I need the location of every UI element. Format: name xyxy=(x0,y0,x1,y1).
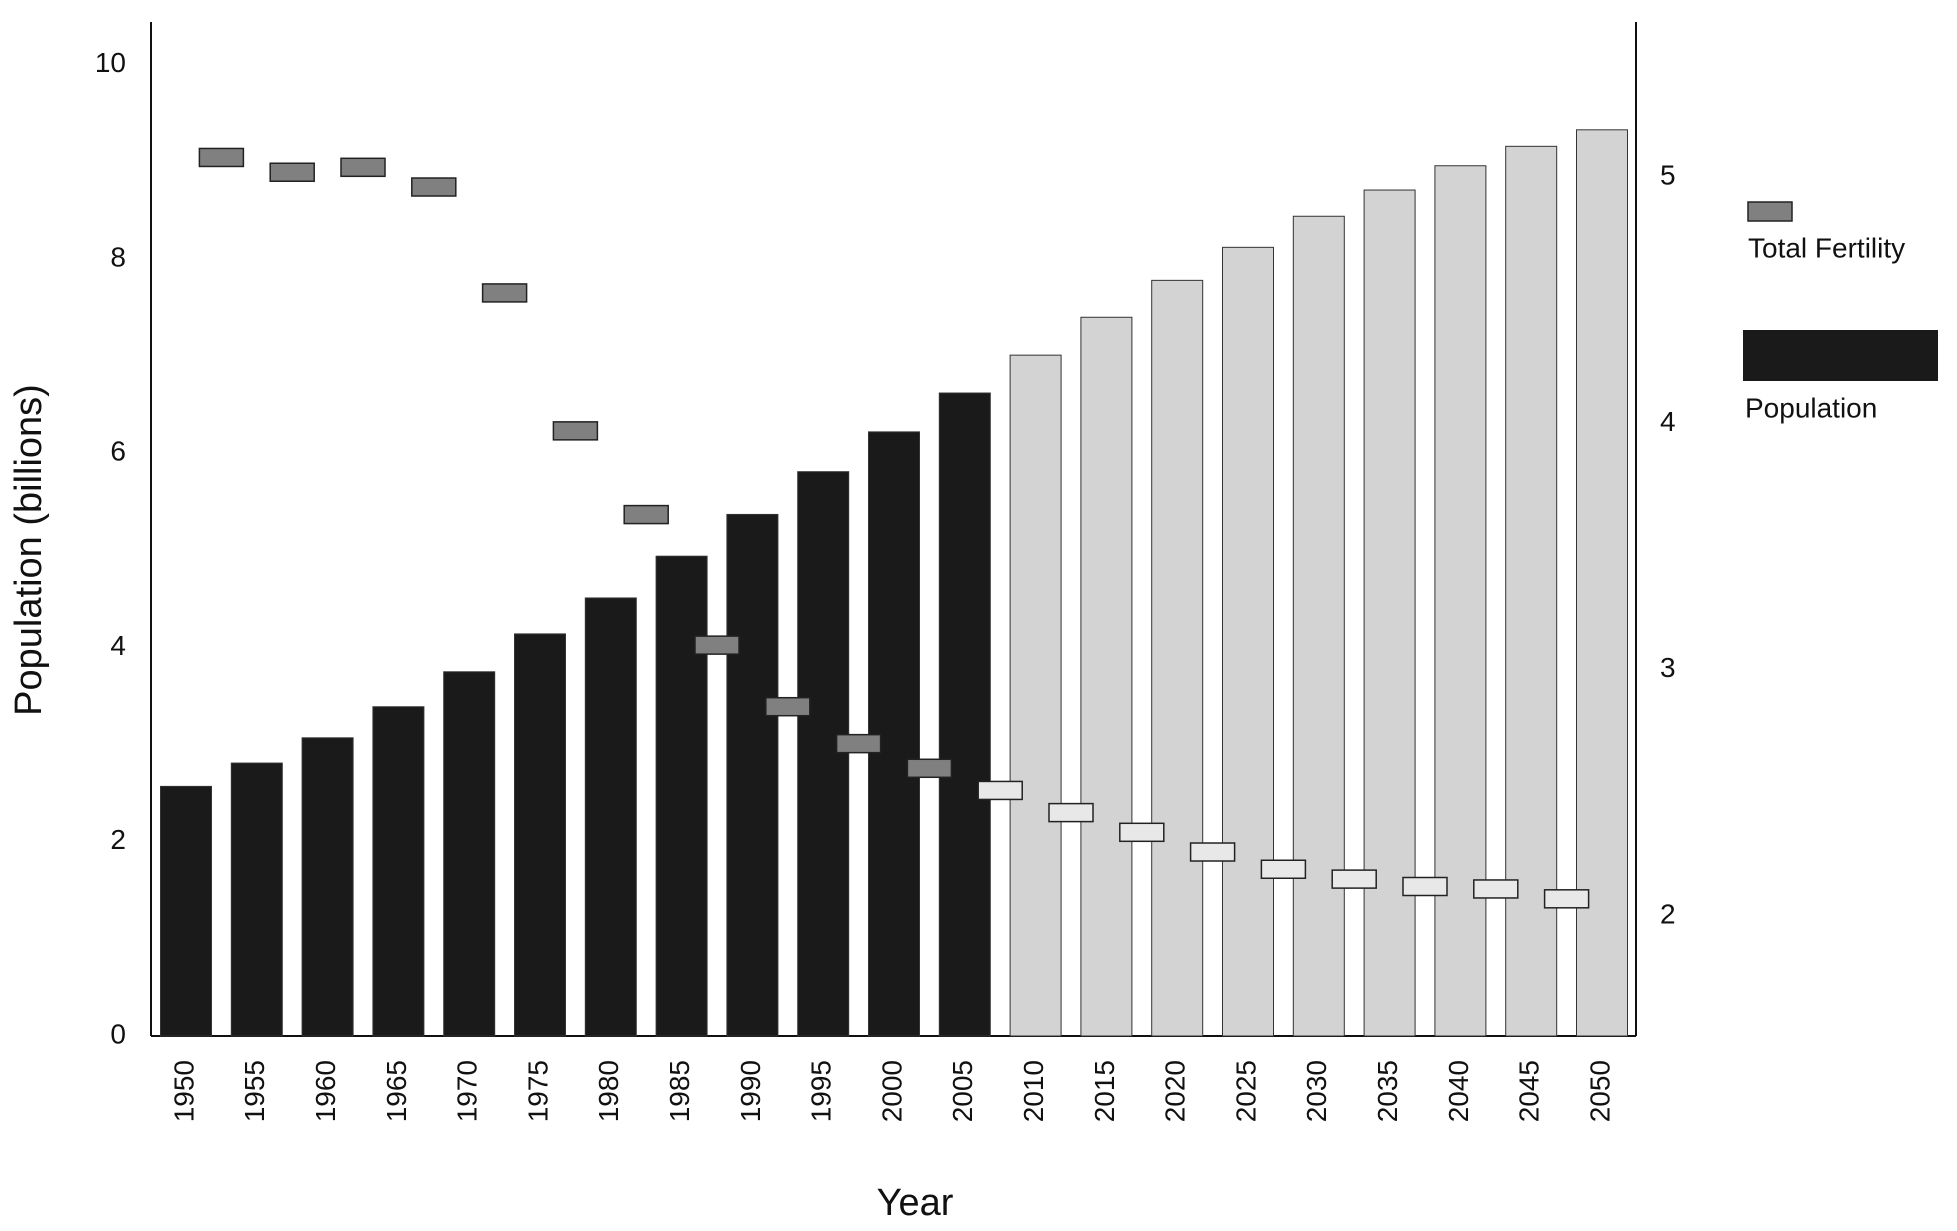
fertility-marker xyxy=(1473,879,1519,899)
x-tick-label: 1985 xyxy=(664,1060,695,1122)
fertility-marker xyxy=(1048,802,1094,823)
x-tick-label: 2010 xyxy=(1018,1060,1049,1122)
fertility-marker xyxy=(1402,876,1448,897)
bar xyxy=(726,513,779,1037)
bar xyxy=(655,555,708,1037)
y-tick-label: 8 xyxy=(110,241,126,272)
bar xyxy=(372,706,425,1037)
x-tick-label: 2025 xyxy=(1230,1060,1261,1122)
x-tick-label: 2045 xyxy=(1514,1060,1545,1122)
y2-tick-label: 3 xyxy=(1660,652,1676,683)
fertility-marker xyxy=(1260,859,1307,880)
fertility-marker xyxy=(340,157,386,178)
x-tick-label: 1960 xyxy=(310,1060,341,1122)
y-tick-label: 6 xyxy=(110,436,126,467)
bar xyxy=(584,597,637,1037)
bar xyxy=(1222,246,1274,1037)
x-tick-label: 2030 xyxy=(1301,1060,1332,1122)
fertility-marker xyxy=(198,147,245,168)
x-tick-label: 1950 xyxy=(168,1060,199,1122)
y-tick-label: 4 xyxy=(110,630,126,661)
fertility-marker xyxy=(552,421,599,441)
bar xyxy=(443,671,496,1037)
legend-label: Population xyxy=(1745,392,1877,423)
x-tick-label: 2040 xyxy=(1443,1060,1474,1122)
fertility-marker xyxy=(623,504,669,525)
x-tick-label: 2050 xyxy=(1584,1060,1615,1122)
y-axis-title: Population (billions) xyxy=(8,384,50,716)
fertility-marker xyxy=(411,177,457,197)
y-tick-label: 0 xyxy=(110,1018,126,1049)
bar xyxy=(1576,129,1628,1037)
bar xyxy=(797,471,850,1037)
y-tick-label: 2 xyxy=(110,824,126,855)
bar xyxy=(514,633,566,1037)
y2-tick-label: 5 xyxy=(1660,160,1676,191)
bar xyxy=(1151,279,1204,1037)
y2-tick-label: 4 xyxy=(1660,406,1676,437)
x-axis-title: Year xyxy=(877,1182,954,1224)
bar xyxy=(938,392,991,1037)
fertility-marker xyxy=(481,283,528,303)
x-tick-label: 2000 xyxy=(876,1060,907,1122)
legend-swatch xyxy=(1747,201,1793,222)
y2-tick-label: 2 xyxy=(1660,898,1676,929)
x-tick-label: 2015 xyxy=(1089,1060,1120,1122)
fertility-marker xyxy=(1331,869,1377,889)
bar xyxy=(230,762,283,1037)
x-tick-label: 2020 xyxy=(1160,1060,1191,1122)
bar xyxy=(301,737,354,1037)
bar xyxy=(1292,215,1345,1037)
x-tick-label: 1965 xyxy=(381,1060,412,1122)
x-tick-label: 2035 xyxy=(1372,1060,1403,1122)
x-tick-label: 1980 xyxy=(593,1060,624,1122)
bar xyxy=(160,785,212,1037)
x-tick-label: 1955 xyxy=(239,1060,270,1122)
fertility-marker xyxy=(1119,822,1165,843)
bar xyxy=(1363,189,1416,1037)
x-tick-label: 1975 xyxy=(522,1060,553,1122)
bar xyxy=(1009,354,1062,1037)
x-tick-label: 1970 xyxy=(452,1060,483,1122)
fertility-marker xyxy=(1189,842,1236,862)
fertility-marker xyxy=(906,758,953,779)
fertility-marker xyxy=(1543,889,1590,909)
y-tick-label: 10 xyxy=(95,47,126,78)
fertility-marker xyxy=(765,696,811,717)
x-tick-label: 2005 xyxy=(947,1060,978,1122)
legend-swatch xyxy=(1743,330,1938,381)
fertility-marker xyxy=(977,780,1023,801)
fertility-marker xyxy=(694,635,740,655)
x-tick-label: 1990 xyxy=(735,1060,766,1122)
fertility-marker xyxy=(835,733,882,754)
legend-label: Total Fertility xyxy=(1748,232,1905,263)
x-tick-label: 1995 xyxy=(806,1060,837,1122)
bar xyxy=(1080,316,1133,1037)
fertility-marker xyxy=(269,162,315,182)
bar xyxy=(1434,165,1487,1037)
